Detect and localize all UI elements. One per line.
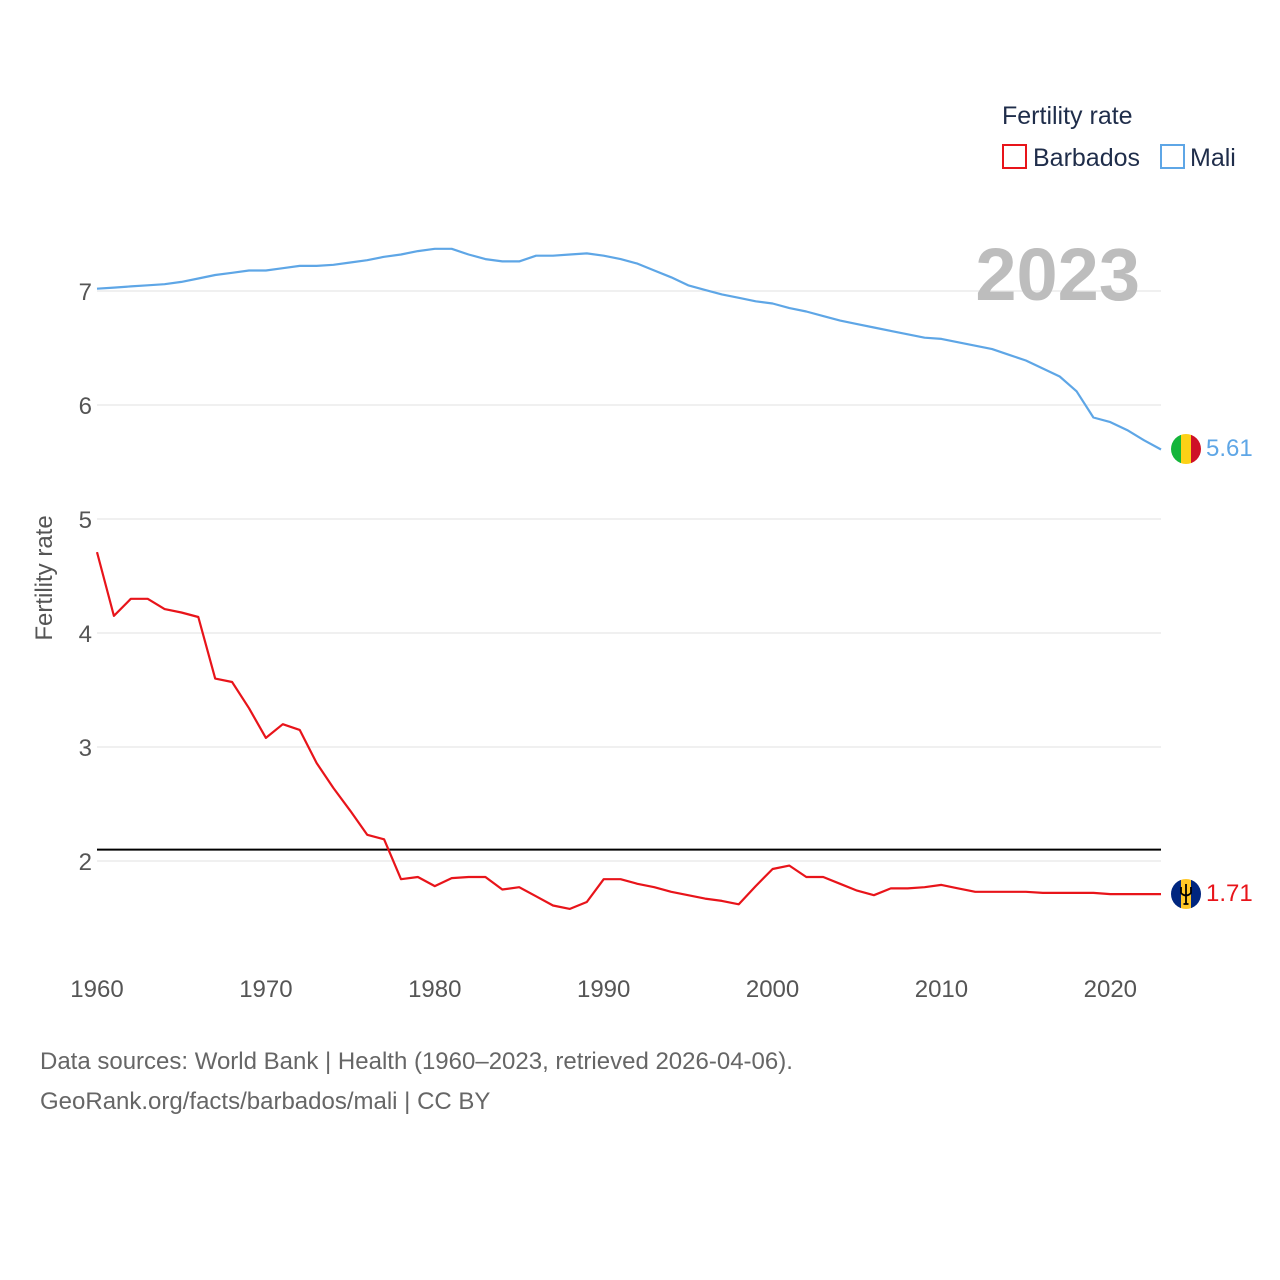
x-tick-label: 1970 xyxy=(239,976,292,1003)
y-axis-ticks: 2 3 4 5 6 7 xyxy=(79,279,92,876)
legend: Fertility rate Barbados Mali xyxy=(1002,102,1236,172)
y-tick-label: 7 xyxy=(79,279,92,306)
source-note: Data sources: World Bank | Health (1960–… xyxy=(40,1042,793,1122)
grid-lines xyxy=(97,290,1161,862)
y-axis-label: Fertility rate xyxy=(31,515,58,640)
legend-item-mali[interactable]: Mali xyxy=(1160,144,1236,172)
y-tick-label: 6 xyxy=(79,393,92,420)
barbados-flag-icon xyxy=(1171,879,1201,909)
legend-title: Fertility rate xyxy=(1002,102,1133,130)
source-line-2[interactable]: GeoRank.org/facts/barbados/mali | CC BY xyxy=(40,1088,491,1115)
x-tick-label: 1990 xyxy=(577,976,630,1003)
fertility-chart: 2 3 4 5 6 7 1960 1970 1980 1990 2000 2010 2020 2023… xyxy=(31,102,1253,1003)
mali-end-value: 5.61 xyxy=(1206,435,1253,462)
year-label: 2023 xyxy=(975,233,1140,316)
mali-series-line xyxy=(96,247,1162,451)
x-tick-label: 1980 xyxy=(408,976,461,1003)
barbados-series-line xyxy=(95,551,1161,910)
x-tick-label: 2010 xyxy=(915,976,968,1003)
legend-swatch-mali xyxy=(1160,144,1185,169)
legend-swatch-barbados xyxy=(1002,144,1027,169)
x-tick-label: 2020 xyxy=(1084,976,1137,1003)
x-axis-ticks: 1960 1970 1980 1990 2000 2010 2020 xyxy=(70,976,1137,1003)
source-line-1: Data sources: World Bank | Health (1960–… xyxy=(40,1048,793,1075)
legend-label-barbados: Barbados xyxy=(1033,144,1140,172)
y-tick-label: 3 xyxy=(79,735,92,762)
legend-item-barbados[interactable]: Barbados xyxy=(1002,144,1140,172)
barbados-end-value: 1.71 xyxy=(1206,880,1253,907)
y-tick-label: 2 xyxy=(79,849,92,876)
mali-flag-icon xyxy=(1171,434,1201,464)
y-tick-label: 4 xyxy=(79,621,92,648)
x-tick-label: 2000 xyxy=(746,976,799,1003)
legend-label-mali: Mali xyxy=(1190,144,1236,172)
y-tick-label: 5 xyxy=(79,507,92,534)
x-tick-label: 1960 xyxy=(70,976,123,1003)
